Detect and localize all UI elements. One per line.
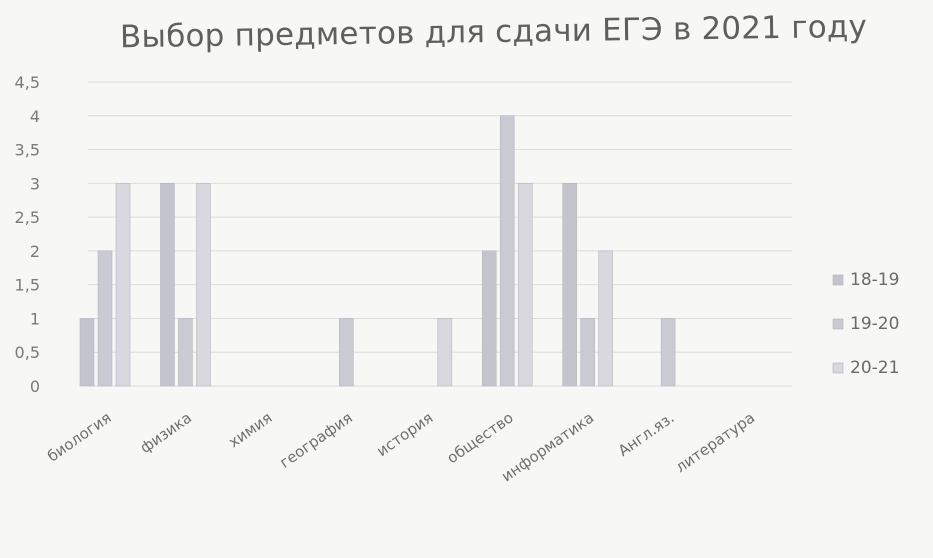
category-label: биология (44, 409, 115, 466)
y-tick-label: 2 (30, 242, 40, 261)
bar (517, 183, 533, 387)
category-label: история (373, 409, 436, 461)
category-label: химия (225, 409, 275, 452)
bar (499, 115, 515, 387)
bar (437, 318, 453, 387)
category-label: физика (137, 409, 195, 457)
y-tick-label: 3 (30, 174, 40, 193)
y-tick-label: 1 (30, 309, 40, 328)
category-label: общество (444, 409, 517, 468)
y-tick-label: 0,5 (15, 343, 40, 362)
legend-swatch (832, 362, 844, 374)
bar (660, 318, 676, 387)
bar (339, 318, 354, 387)
category-label: Англ.яз. (615, 409, 678, 460)
legend-label: 20-21 (850, 358, 899, 378)
category-label: литература (672, 409, 758, 477)
y-tick-label: 2,5 (15, 208, 40, 227)
category-label: география (276, 409, 356, 472)
bar (160, 183, 175, 387)
bar (562, 183, 577, 387)
y-tick-label: 0 (30, 377, 40, 396)
y-tick-label: 4 (30, 107, 40, 126)
y-tick-label: 1,5 (15, 276, 40, 295)
legend-label: 19-20 (850, 314, 899, 334)
bar (481, 250, 497, 387)
legend-swatch (832, 274, 844, 286)
bar (79, 318, 95, 387)
legend-swatch (832, 318, 844, 330)
bar (97, 250, 113, 387)
bar (598, 250, 613, 387)
bar (196, 183, 211, 387)
bar (178, 318, 193, 387)
legend-label: 18-19 (850, 270, 899, 290)
bar (115, 183, 131, 387)
y-tick-label: 3,5 (15, 141, 40, 160)
bar (580, 318, 595, 387)
y-tick-label: 4,5 (15, 73, 40, 92)
